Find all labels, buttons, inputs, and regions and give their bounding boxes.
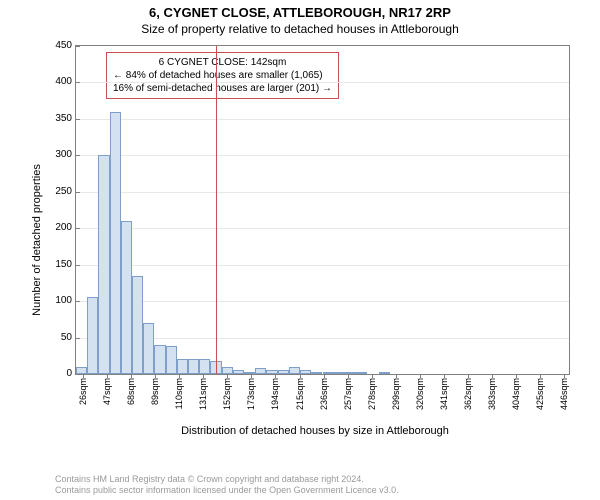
y-tick-label: 300 (55, 150, 76, 160)
histogram-bar (76, 367, 87, 374)
histogram-bar (166, 346, 177, 374)
chart-container: 6, CYGNET CLOSE, ATTLEBOROUGH, NR17 2RP … (0, 0, 600, 500)
histogram-bar (121, 221, 132, 374)
gridline (76, 228, 569, 229)
y-tick-label: 250 (55, 187, 76, 197)
x-tick-label: 446sqm (560, 374, 569, 410)
annotation-line: 6 CYGNET CLOSE: 142sqm (113, 56, 332, 69)
histogram-bar (199, 359, 210, 374)
histogram-bar (255, 368, 266, 374)
footer-line-1: Contains HM Land Registry data © Crown c… (55, 474, 399, 485)
footer-line-2: Contains public sector information licen… (55, 485, 399, 496)
annotation-line: ← 84% of detached houses are smaller (1,… (113, 69, 332, 82)
y-tick-label: 350 (55, 114, 76, 124)
y-tick-label: 50 (61, 333, 76, 343)
annotation-line: 16% of semi-detached houses are larger (… (113, 82, 332, 95)
x-tick-label: 194sqm (271, 374, 280, 410)
x-tick-label: 173sqm (247, 374, 256, 410)
histogram-bar (222, 367, 233, 374)
y-axis-label: Number of detached properties (31, 164, 43, 316)
y-tick-label: 450 (55, 41, 76, 51)
histogram-bar (87, 297, 98, 374)
histogram-bar (289, 367, 300, 374)
histogram-bar (98, 155, 109, 374)
footer-attribution: Contains HM Land Registry data © Crown c… (55, 474, 399, 496)
y-tick-label: 100 (55, 296, 76, 306)
histogram-bar (143, 323, 154, 374)
marker-annotation: 6 CYGNET CLOSE: 142sqm← 84% of detached … (106, 52, 339, 99)
histogram-bar (110, 112, 121, 374)
histogram-bar (379, 372, 390, 374)
chart-wrap: Number of detached properties 6 CYGNET C… (45, 45, 585, 435)
gridline (76, 192, 569, 193)
marker-line (216, 46, 217, 374)
y-tick-label: 150 (55, 260, 76, 270)
x-tick-label: 425sqm (536, 374, 545, 410)
x-tick-label: 362sqm (464, 374, 473, 410)
gridline (76, 82, 569, 83)
x-tick-label: 110sqm (175, 374, 184, 409)
x-tick-label: 299sqm (392, 374, 401, 410)
y-tick-label: 200 (55, 223, 76, 233)
x-tick-label: 383sqm (488, 374, 497, 410)
x-tick-label: 89sqm (151, 374, 160, 405)
x-tick-label: 47sqm (103, 374, 112, 405)
chart-subtitle: Size of property relative to detached ho… (0, 20, 600, 36)
gridline (76, 155, 569, 156)
gridline (76, 301, 569, 302)
x-tick-label: 26sqm (79, 374, 88, 405)
y-tick-label: 400 (55, 77, 76, 87)
x-tick-label: 131sqm (199, 374, 208, 410)
x-axis-label: Distribution of detached houses by size … (181, 425, 449, 437)
x-tick-label: 68sqm (127, 374, 136, 405)
plot-area: 6 CYGNET CLOSE: 142sqm← 84% of detached … (75, 45, 570, 375)
histogram-bar (177, 359, 188, 374)
x-tick-label: 215sqm (296, 374, 305, 410)
histogram-bar (188, 359, 199, 374)
x-tick-label: 257sqm (344, 374, 353, 410)
x-tick-label: 152sqm (223, 374, 232, 410)
x-tick-label: 278sqm (368, 374, 377, 410)
x-tick-label: 320sqm (416, 374, 425, 410)
histogram-bar (233, 370, 244, 374)
histogram-bar (132, 276, 143, 374)
x-tick-label: 404sqm (512, 374, 521, 410)
x-tick-label: 341sqm (440, 374, 449, 410)
gridline (76, 119, 569, 120)
x-tick-label: 236sqm (320, 374, 329, 410)
gridline (76, 265, 569, 266)
y-tick-label: 0 (66, 369, 76, 379)
chart-title: 6, CYGNET CLOSE, ATTLEBOROUGH, NR17 2RP (0, 0, 600, 20)
histogram-bar (356, 372, 367, 374)
histogram-bar (154, 345, 165, 374)
